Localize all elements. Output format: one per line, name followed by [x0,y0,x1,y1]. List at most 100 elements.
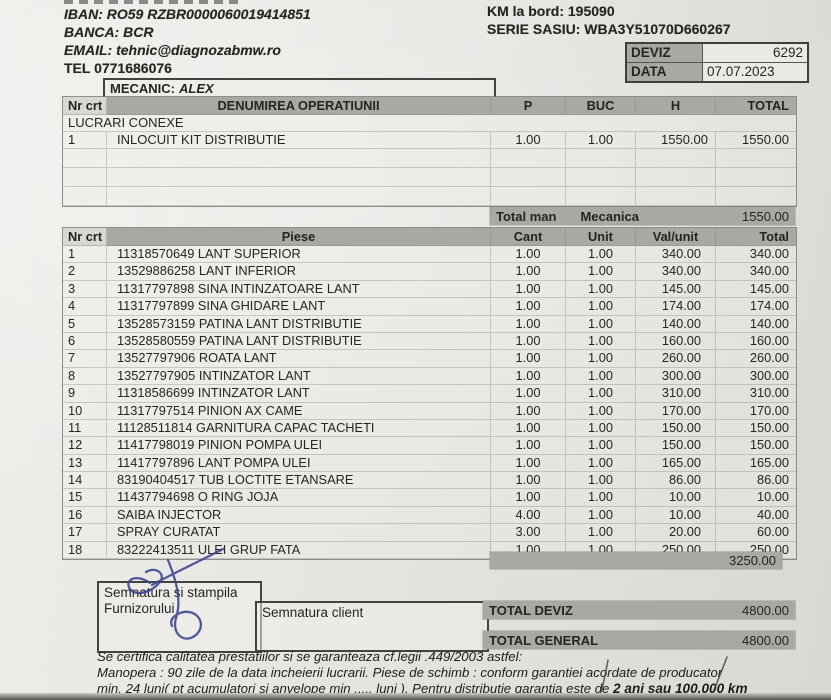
labour-total-label: Total man [496,208,557,224]
cell-name: 13529886258 LANT INFERIOR [107,263,491,281]
date-value: 07.07.2023 [703,62,807,81]
cell-total: 260.00 [716,350,796,368]
col-header-piese: Piese [107,228,491,246]
iban-line: IBAN: RO59 RZBR0000060019414851 [64,6,311,22]
col-header-buc: BUC [566,97,636,115]
cell-val: 145.00 [636,280,716,299]
cell-total: 140.00 [716,316,796,333]
cell-unit: 1.00 [566,472,636,490]
table-row: 8 13527797905 INTINZATOR LANT 1.00 1.00 300.… [63,367,796,386]
cell-name: SAIBA INJECTOR [107,506,491,525]
cell-unit: 1.00 [566,385,636,403]
col-header-cant: Cant [491,228,566,246]
supplier-signature-label-line1: Semnatura si stampila [104,585,238,600]
cell-name: 11417797896 LANT POMPA ULEI [107,454,491,473]
cell-total: 160.00 [716,333,796,351]
cell-nr: 6 [63,332,107,351]
cell-cant: 1.00 [491,472,566,490]
cell-total: 1550.00 [716,132,796,149]
client-signature-box: Semnatura client [255,601,489,652]
cell-val: 340.00 [636,246,716,264]
cell-total: 165.00 [716,455,796,473]
parts-total-value: 3250.00 [729,553,776,568]
cell-val: 300.00 [636,367,716,386]
cell-name: 11318570649 LANT SUPERIOR [107,246,491,264]
cell-total: 174.00 [716,298,796,316]
operations-header-row: Nr crt DENUMIREA OPERATIUNII P BUC H TOT… [63,97,796,115]
cell-val: 86.00 [636,472,716,490]
cell-unit: 1.00 [566,315,636,333]
cell-total: 60.00 [716,524,796,542]
cell-total: 10.00 [716,489,796,507]
cell-nr: 2 [63,263,107,281]
cell-total: 340.00 [716,246,796,264]
cell-val: 310.00 [636,385,716,403]
operations-table: Nr crt DENUMIREA OPERATIUNII P BUC H TOT… [62,96,797,207]
clipped-text-fragment [64,0,242,4]
table-row: 15 11437794698 O RING JOJA 1.00 1.00 10.00 10… [63,489,796,507]
cell-val: 10.00 [636,489,716,507]
cell-cant: 1.00 [491,263,566,281]
cell-val: 165.00 [636,454,716,473]
cell-unit: 1.00 [566,350,636,368]
section-row: LUCRARI CONEXE [63,115,796,132]
col-header-val: Val/unit [636,228,716,246]
cell-nr: 5 [63,315,107,333]
empty-row [63,149,796,168]
cell-total: 86.00 [716,472,796,490]
table-row: 16 SAIBA INJECTOR 4.00 1.00 10.00 40.00 [63,506,796,525]
cell-name: 83190404517 TUB LOCTITE ETANSARE [107,472,491,490]
table-row: 4 11317797899 SINA GHIDARE LANT 1.00 1.00 17… [63,298,796,316]
col-header-p: P [491,97,566,115]
parts-total-band: 3250.00 [490,552,782,569]
table-row: 14 83190404517 TUB LOCTITE ETANSARE 1.00 1.… [63,472,796,490]
cell-unit: 1.00 [566,246,636,264]
deviz-number-box: DEVIZ 6292 DATA 07.07.2023 [625,42,809,83]
cell-unit: 1.00 [566,489,636,507]
cell-val: 160.00 [636,332,716,351]
cell-cant: 1.00 [491,298,566,316]
cell-total: 40.00 [716,507,796,525]
email-line: EMAIL: tehnic@diagnozabmw.ro [64,42,281,58]
cell-name: 11128511814 GARNITURA CAPAC TACHETI [107,419,491,438]
col-header-nr: Nr crt [63,228,107,246]
cell-name: 83222413511 ULEI GRUP FATA [107,541,491,560]
cell-unit: 1.00 [566,298,636,316]
col-header-name: DENUMIREA OPERATIUNII [107,97,491,115]
total-general-value: 4800.00 [742,632,789,648]
cell-cant: 1.00 [491,489,566,507]
warranty-text: Se certifica calitatea prestatiilor si s… [97,649,807,696]
warranty-line2: Manopera : 90 zile de la data incheierii… [97,664,723,680]
table-row: 2 13529886258 LANT INFERIOR 1.00 1.00 340.00… [63,263,796,281]
cell-nr: 11 [63,419,107,438]
cell-total: 340.00 [716,263,796,281]
cell-val: 10.00 [636,506,716,525]
cell-unit: 1.00 [566,263,636,281]
cell-name: 11318586699 INTINZATOR LANT [107,385,491,403]
vin-line: SERIE SASIU: WBA3Y51070D660267 [487,21,731,37]
empty-row [63,168,796,187]
cell-total: 150.00 [716,437,796,455]
client-signature-label: Semnatura client [262,605,364,620]
cell-total: 150.00 [716,420,796,438]
cell-unit: 1.00 [566,402,636,420]
total-general-band: TOTAL GENERAL 4800.00 [483,631,795,649]
cell-name: 13528573159 PATINA LANT DISTRIBUTIE [107,315,491,333]
cell-p: 1.00 [491,132,566,149]
cell-total: 170.00 [716,403,796,420]
cell-nr: 12 [63,437,107,455]
cell-cant: 1.00 [491,315,566,333]
table-row: 11 11128511814 GARNITURA CAPAC TACHETI 1.0… [63,419,796,438]
table-row: 5 13528573159 PATINA LANT DISTRIBUTIE 1.00… [63,315,796,333]
cell-name: 13528580559 PATINA LANT DISTRIBUTIE [107,332,491,351]
cell-unit: 1.00 [566,332,636,351]
table-row: 13 11417797896 LANT POMPA ULEI 1.00 1.00 165… [63,454,796,473]
col-header-nr: Nr crt [63,97,107,115]
warranty-line3: min. 24 luni( pt acumulatori si anvelope… [97,680,748,696]
cell-cant: 1.00 [491,419,566,438]
cell-unit: 1.00 [566,437,636,455]
total-deviz-value: 4800.00 [742,602,789,618]
phone-line: TEL 0771686076 [64,60,172,76]
cell-unit: 1.00 [566,454,636,473]
